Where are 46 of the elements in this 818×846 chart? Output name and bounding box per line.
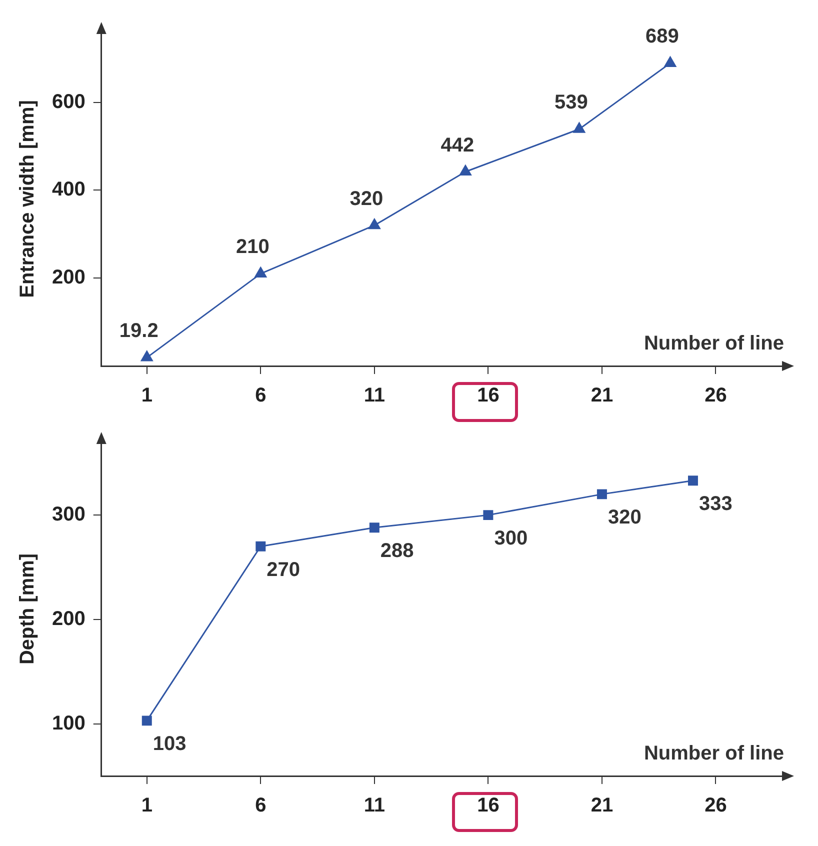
point	[140, 350, 153, 362]
x-tick-label: 1	[141, 794, 152, 817]
data-label: 320	[608, 506, 642, 529]
point	[573, 122, 586, 133]
data-label: 300	[494, 528, 528, 550]
y-axis-title: Entrance width [mm]	[16, 100, 39, 298]
point	[368, 218, 380, 230]
data-label: 210	[236, 236, 270, 258]
y-tick-label: 100	[52, 712, 86, 734]
y-tick-label: 300	[52, 504, 86, 526]
point	[596, 489, 607, 500]
data-label: 19.2	[119, 320, 158, 342]
point	[369, 522, 380, 533]
x-tick-label: 11	[364, 794, 385, 817]
point	[256, 541, 266, 552]
x-tick-label: 16	[477, 384, 500, 407]
data-label: 539	[554, 92, 588, 114]
x-tick-label: 26	[704, 384, 727, 407]
data-label: 103	[152, 733, 186, 756]
point	[688, 476, 698, 486]
data-label: 270	[266, 558, 300, 581]
y-axis-title: Depth [mm]	[16, 553, 39, 665]
data-label: 689	[646, 26, 679, 48]
data-label: 333	[698, 493, 732, 516]
point	[142, 716, 152, 726]
x-tick-label: 16	[477, 794, 500, 817]
x-tick-label: 21	[590, 384, 614, 407]
x-tick-label: 11	[364, 384, 385, 407]
data-label: 320	[350, 188, 384, 210]
x-tick-label: 21	[590, 794, 614, 817]
x-tick-label: 6	[255, 384, 266, 407]
point	[459, 165, 472, 176]
x-tick-label: 1	[141, 384, 152, 407]
y-tick-label: 200	[52, 608, 86, 630]
data-label: 442	[440, 134, 474, 156]
x-tick-label: 26	[704, 794, 727, 817]
y-tick-label: 600	[52, 90, 86, 113]
point	[664, 56, 676, 67]
point	[254, 266, 267, 278]
point	[483, 510, 494, 520]
x-tick-label: 6	[255, 794, 266, 817]
y-tick-label: 200	[52, 266, 86, 289]
x-axis-title: Number of line	[644, 332, 784, 355]
data-label: 288	[380, 540, 414, 562]
x-axis-title: Number of line	[644, 742, 784, 765]
y-tick-label: 400	[52, 178, 86, 201]
